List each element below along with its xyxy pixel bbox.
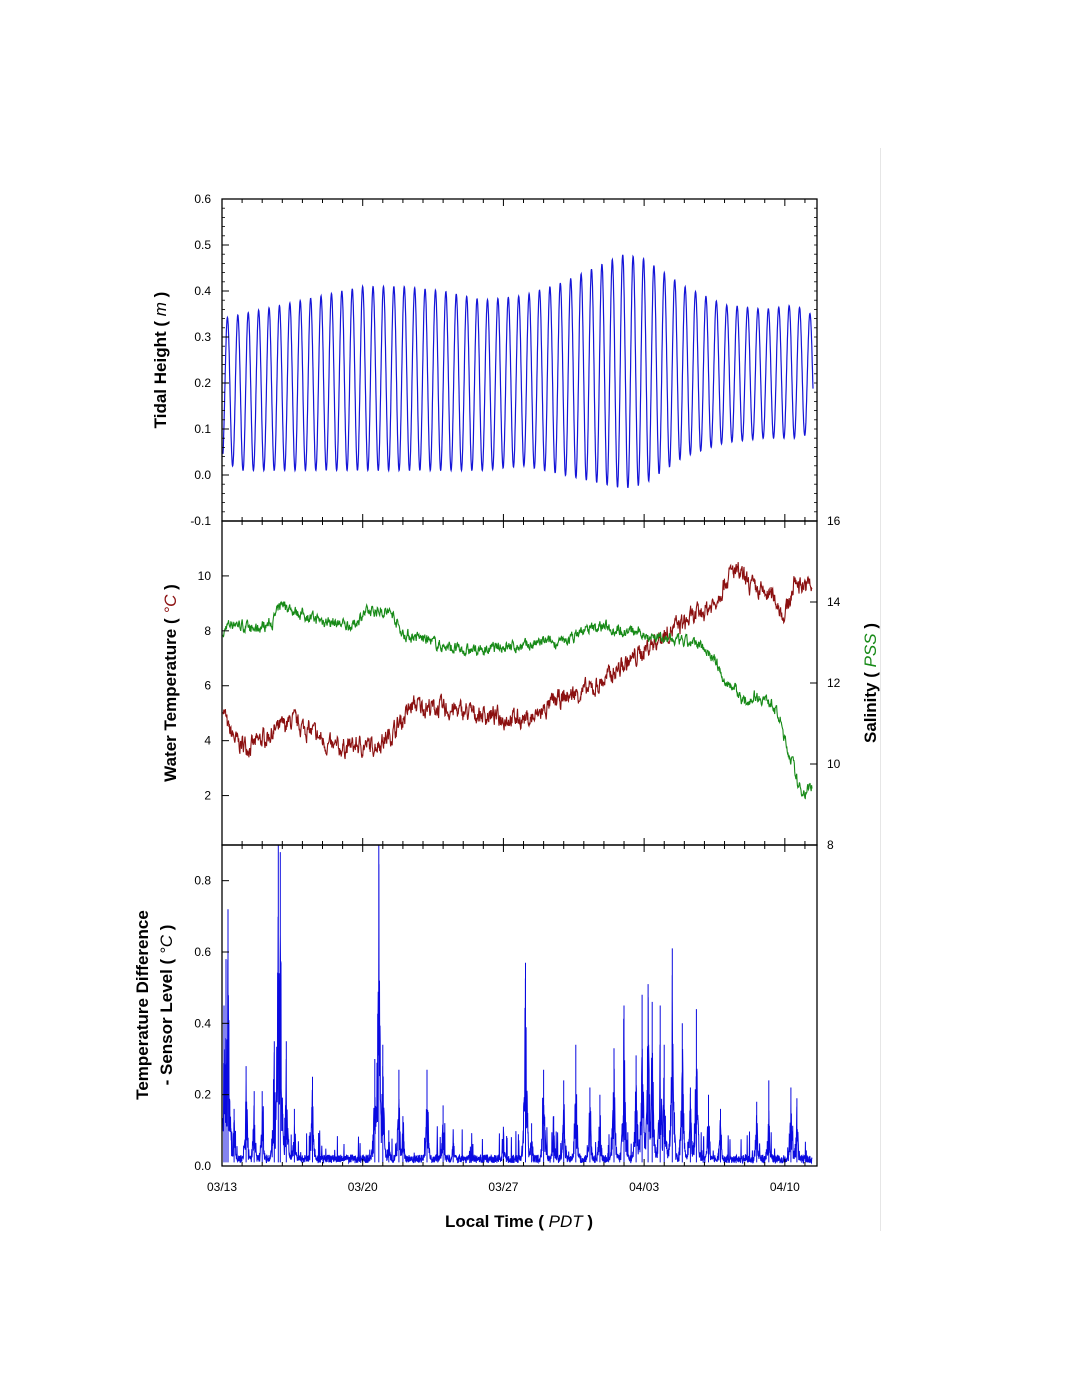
salinity-line xyxy=(222,600,813,800)
tidal-height-tick-label: 0.3 xyxy=(194,330,211,344)
water-temperature-tick-label: 6 xyxy=(204,679,211,693)
water-temperature-series xyxy=(222,562,813,760)
tidal-height-tick-label: -0.1 xyxy=(190,514,211,528)
salinity-tick-label: 10 xyxy=(827,757,841,771)
salinity-tick-label: 14 xyxy=(827,595,841,609)
page-edge-rule xyxy=(880,148,881,1231)
tick-labels: 0.6 0.5 0.4 0.3 0.2 0.1 0.0 -0.1 2 4 6 8 10 8 10 12 14 16… xyxy=(190,192,840,1194)
x-tick-label: 04/10 xyxy=(770,1180,800,1194)
tidal-height-series xyxy=(222,254,814,489)
temperature-difference-tick-label: 0.4 xyxy=(194,1016,211,1030)
panel-top-frame xyxy=(221,198,818,522)
x-tick-label: 04/03 xyxy=(629,1180,659,1194)
tidal-height-tick-label: 0.6 xyxy=(194,192,211,206)
panel-bottom-frame xyxy=(221,844,818,1167)
tidal-height-axis-title: Tidal Height ( m ) xyxy=(151,292,170,429)
salinity-tick-label: 12 xyxy=(827,676,841,690)
tidal-height-tick-label: 0.2 xyxy=(194,376,211,390)
water-temperature-tick-label: 10 xyxy=(198,569,212,583)
salinity-tick-label: 16 xyxy=(827,514,841,528)
water-temperature-tick-label: 4 xyxy=(204,734,211,748)
salinity-axis-title: Salinity ( PSS ) xyxy=(861,623,880,743)
x-tick-label: 03/20 xyxy=(348,1180,378,1194)
water-temperature-line xyxy=(222,562,813,760)
water-temperature-tick-label: 2 xyxy=(204,789,211,803)
temperature-difference-tick-label: 0.6 xyxy=(194,945,211,959)
temperature-difference-axis-title: Temperature Difference xyxy=(133,910,152,1100)
water-temperature-tick-label: 8 xyxy=(204,624,211,638)
salinity-series xyxy=(222,600,813,800)
temperature-difference-tick-label: 0.2 xyxy=(194,1088,211,1102)
tidal-height-tick-label: 0.5 xyxy=(194,238,211,252)
water-temperature-axis-title: Water Temperature ( °C ) xyxy=(161,584,180,782)
temperature-difference-series xyxy=(222,845,813,1165)
temperature-difference-tick-label: 0.8 xyxy=(194,874,211,888)
x-axis-title: Local Time ( PDT ) xyxy=(445,1212,593,1231)
tidal-height-tick-label: 0.4 xyxy=(194,284,211,298)
tidal-height-line xyxy=(222,254,814,489)
sensor-level-axis-title: - Sensor Level ( °C ) xyxy=(157,925,176,1086)
salinity-tick-label: 8 xyxy=(827,838,834,852)
x-tick-label: 03/13 xyxy=(207,1180,237,1194)
tidal-height-tick-label: 0.1 xyxy=(194,422,211,436)
temperature-difference-line xyxy=(222,845,813,1165)
axis-ticks xyxy=(221,198,817,1167)
x-tick-label: 03/27 xyxy=(488,1180,518,1194)
tidal-height-tick-label: 0.0 xyxy=(194,468,211,482)
temperature-difference-tick-label: 0.0 xyxy=(194,1159,211,1173)
